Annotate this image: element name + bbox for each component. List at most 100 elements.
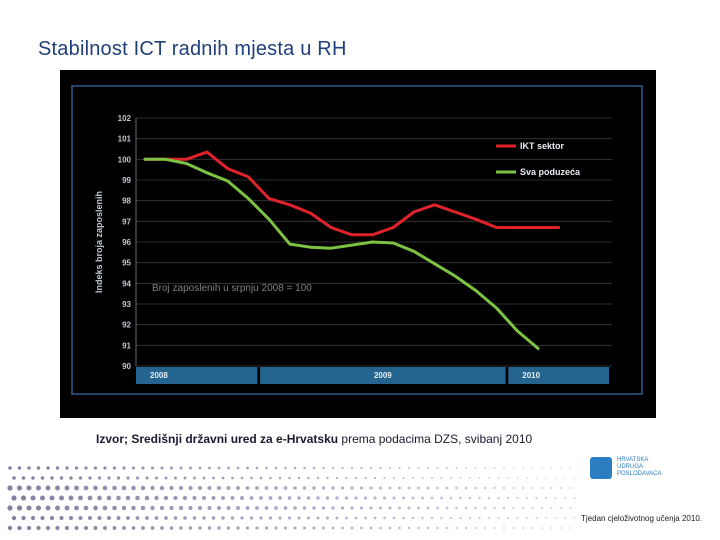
decor-dot	[135, 495, 140, 501]
decor-dot	[202, 476, 206, 480]
y-tick-label: 95	[122, 259, 131, 268]
decor-dot	[563, 496, 567, 500]
data-point	[412, 210, 416, 214]
decor-dot	[264, 506, 269, 510]
decor-dot	[340, 486, 345, 490]
decor-dot	[259, 516, 263, 520]
decor-dot	[55, 466, 60, 470]
decor-dot	[322, 526, 325, 530]
x-band-label: 2009	[374, 371, 392, 380]
decor-dot	[112, 485, 117, 491]
data-point	[309, 211, 312, 215]
decor-dot	[178, 505, 184, 511]
decor-dot	[402, 476, 405, 480]
decor-dot	[445, 526, 449, 530]
decor-dot	[102, 485, 108, 491]
decor-dot	[74, 525, 79, 531]
decor-dot	[11, 515, 17, 521]
decor-dot	[202, 516, 206, 520]
decor-dot	[122, 526, 126, 530]
decor-dot	[240, 516, 244, 520]
decor-dot	[554, 477, 557, 479]
decor-dot	[178, 485, 184, 491]
decor-dot	[564, 517, 566, 519]
decor-dot	[74, 466, 79, 470]
decor-dot	[150, 526, 155, 530]
decor-dot	[17, 525, 22, 531]
decor-dot	[268, 496, 273, 500]
decor-dot	[283, 506, 288, 510]
decor-dot	[150, 466, 155, 470]
data-point	[350, 243, 354, 247]
decor-dot	[455, 467, 458, 469]
decor-dot	[16, 505, 23, 511]
decor-dot	[411, 496, 415, 500]
decor-dot	[417, 506, 420, 510]
decor-dot	[526, 517, 528, 519]
logo: HRVATSKA UDRUGA POSLODAVACA	[590, 455, 680, 495]
decor-dot	[68, 495, 74, 501]
decor-dot	[516, 496, 519, 500]
decor-dot	[465, 467, 467, 469]
decor-dot	[388, 466, 392, 470]
decor-dot	[421, 477, 424, 479]
decor-dot	[506, 496, 510, 500]
decor-dot	[236, 506, 240, 510]
decor-dot	[455, 506, 458, 510]
decor-dot	[378, 486, 383, 490]
data-point	[515, 226, 519, 229]
decor-dot	[302, 506, 307, 510]
decor-dot	[11, 495, 17, 501]
decor-dot	[573, 496, 576, 500]
decor-dot	[521, 506, 525, 510]
data-point	[371, 240, 374, 244]
data-point	[536, 226, 540, 229]
decor-dot	[512, 506, 515, 510]
decor-dot	[569, 467, 572, 469]
decor-dot	[378, 506, 383, 510]
decor-dot	[293, 466, 297, 470]
decor-dot	[544, 496, 548, 500]
legend-label: IKT sektor	[520, 141, 565, 151]
y-tick-label: 102	[118, 114, 132, 123]
decor-dot	[116, 495, 121, 501]
decor-dot	[392, 476, 396, 480]
decor-dot	[50, 476, 54, 480]
decor-dot	[274, 486, 278, 490]
decor-dot	[559, 486, 563, 490]
decor-dot	[179, 466, 183, 470]
decor-dot	[64, 505, 70, 511]
decor-dot	[255, 466, 259, 470]
y-axis-label: Indeks broja zaposlenih	[94, 191, 104, 293]
decor-dot	[359, 486, 364, 490]
decor-dot	[93, 505, 98, 511]
data-point	[267, 217, 271, 221]
decor-dot	[268, 516, 273, 520]
decor-dot	[312, 506, 316, 510]
decor-dot	[198, 466, 202, 470]
decor-dot	[564, 477, 566, 479]
decor-dot	[531, 486, 534, 490]
decor-dot	[74, 505, 79, 511]
decor-dot	[236, 526, 240, 530]
decor-dot	[440, 477, 443, 479]
decor-dot	[7, 525, 13, 531]
decor-dot	[112, 505, 117, 511]
decor-dot	[354, 496, 358, 500]
decor-dot	[303, 526, 306, 530]
decor-dot	[436, 486, 439, 490]
decor-dot	[154, 495, 159, 501]
decor-dot	[159, 485, 165, 491]
decor-dot	[392, 516, 396, 520]
decor-dot	[265, 466, 268, 470]
decor-dot	[193, 476, 196, 480]
decor-dot	[307, 516, 310, 520]
decor-dot	[316, 496, 320, 500]
decor-dot	[398, 526, 401, 530]
decor-dot	[497, 477, 500, 479]
decor-dot	[407, 466, 411, 470]
decor-dot	[436, 506, 439, 510]
decor-dot	[331, 486, 335, 490]
decor-dot	[12, 476, 16, 480]
decor-dot	[407, 486, 411, 490]
